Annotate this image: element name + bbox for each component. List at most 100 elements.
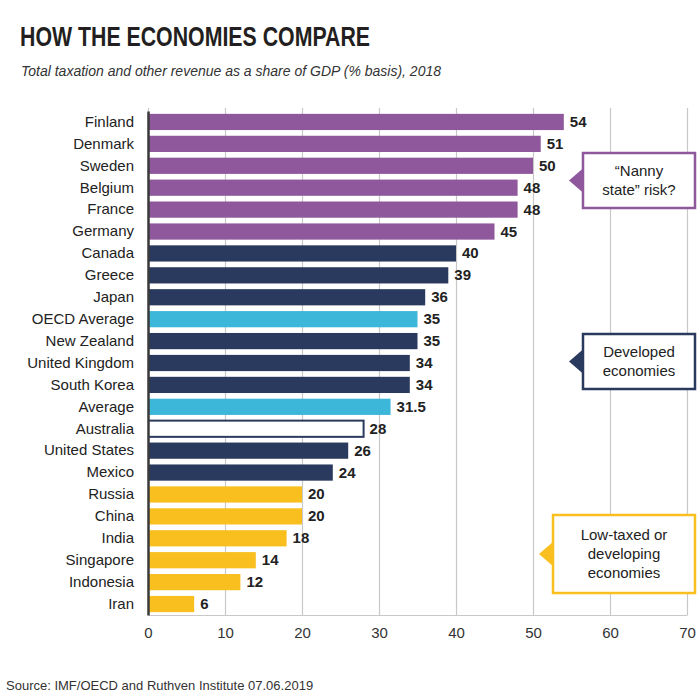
y-tick: Canada [81,244,148,261]
y-tick-label: Indonesia [69,573,135,590]
data-label: 6 [200,595,208,612]
y-tick: Russia [88,485,148,502]
data-label: 12 [246,573,263,590]
title: HOW THE ECONOMIES COMPARE [20,22,370,52]
annotation: Low-taxed or developing economies [539,515,695,593]
y-tick: India [101,529,148,546]
bar [148,114,564,130]
bar [148,245,456,261]
y-tick-label: Japan [93,288,134,305]
data-label: 20 [308,507,325,524]
y-tick: South Korea [51,376,148,393]
y-tick-label: New Zealand [46,332,134,349]
bars [148,114,564,612]
annotation-text: developing [588,545,661,562]
annotations: “Nannystate” risk?DevelopedeconomiesLow-… [539,153,695,593]
data-label: 34 [416,354,433,371]
source: Source: IMF/OECD and Ruthven Institute 0… [6,678,313,693]
data-label: 48 [524,201,541,218]
data-label: 36 [431,288,448,305]
y-tick: United States [44,441,148,458]
y-tick-label: South Korea [51,376,135,393]
data-label: 20 [308,485,325,502]
bar [148,311,418,327]
x-tick-label: 20 [294,624,311,641]
bar [148,267,448,283]
x-axis-line [149,615,688,616]
bar [148,355,410,371]
data-label: 45 [501,223,518,240]
x-tick-label: 50 [525,624,542,641]
y-tick: Denmark [73,135,148,152]
annotation: Developedeconomies [569,334,695,389]
x-tick-label: 10 [217,624,234,641]
data-label: 31.5 [397,398,426,415]
y-tick: China [95,507,148,524]
bar [148,377,410,393]
y-tick: Germany [72,222,148,239]
annotation-arrow [539,541,554,567]
y-tick-label: India [101,529,134,546]
y-tick: Iran [108,595,148,612]
bar [148,202,518,218]
y-tick: OECD Average [32,310,148,327]
chart: HOW THE ECONOMIES COMPARE Total taxation … [0,0,700,700]
y-axis-line [147,112,150,616]
y-tick-label: Singapore [66,551,134,568]
data-label: 51 [547,135,564,152]
annotation-text: economies [588,564,661,581]
y-tick: Mexico [86,463,148,480]
y-tick-label: Germany [72,222,134,239]
x-tick-label: 60 [602,624,619,641]
y-axis: FinlandDenmarkSwedenBelgiumFranceGermany… [27,112,148,616]
y-tick-label: United Kingdom [27,354,134,371]
y-tick: Singapore [66,551,148,568]
y-tick-label: OECD Average [32,310,134,327]
bar [148,399,391,415]
annotation-text: state” risk? [602,181,675,198]
bar [148,552,256,568]
data-label: 14 [262,551,279,568]
bar [148,443,348,459]
annotation-text: Low-taxed or [581,526,668,543]
annotation-box [583,153,695,208]
annotation-box [553,515,695,593]
y-tick: Australia [76,420,148,437]
y-tick: New Zealand [46,332,148,349]
y-tick: Japan [93,288,148,305]
subtitle: Total taxation and other revenue as a sh… [21,63,441,79]
data-label: 24 [339,464,356,481]
bar [148,464,333,480]
y-tick-label: Denmark [73,135,134,152]
data-label: 18 [293,529,310,546]
data-label: 40 [462,244,479,261]
y-tick: United Kingdom [27,354,148,371]
data-label: 34 [416,376,433,393]
data-labels: 5451504848454039363535343431.52826242020… [200,113,587,612]
data-label: 48 [524,179,541,196]
y-tick-label: Average [78,398,134,415]
y-tick-label: Canada [81,244,134,261]
y-tick-label: Iran [108,595,134,612]
y-tick: Average [78,398,148,415]
data-label: 54 [570,113,587,130]
y-tick: Belgium [80,178,148,195]
annotation-text: Developed [603,343,675,360]
bar [148,223,495,239]
bar [148,180,518,196]
annotation-box [583,334,695,389]
y-tick-label: Mexico [86,463,134,480]
data-label: 28 [370,420,387,437]
annotation-text: “Nanny [615,162,664,179]
bar [148,289,425,305]
y-tick-label: Sweden [80,157,134,174]
y-tick-label: France [87,200,134,217]
x-tick-label: 40 [448,624,465,641]
bar [148,333,418,349]
grid-line [148,108,149,615]
bar [148,530,287,546]
y-tick-label: Greece [85,266,134,283]
bar [148,508,302,524]
bar [148,486,302,502]
data-label: 50 [539,157,556,174]
